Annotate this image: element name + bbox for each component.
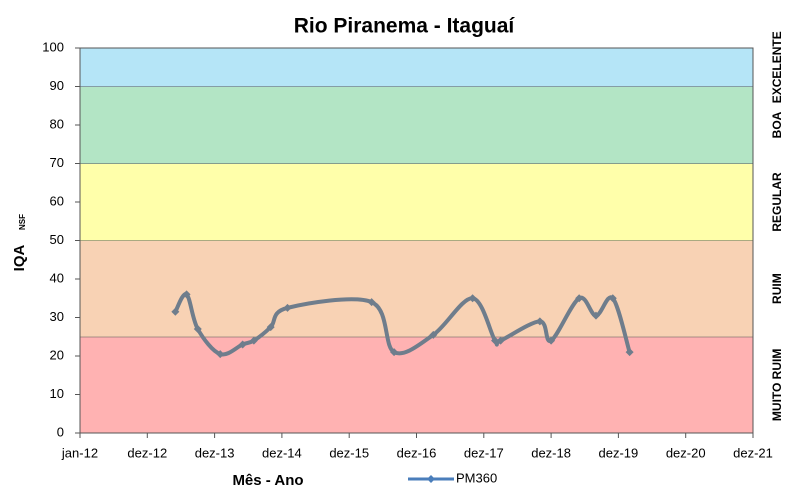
band: [80, 86, 753, 164]
legend-marker: [427, 475, 435, 483]
y-tick-label: 100: [42, 39, 64, 54]
y-tick-label: 0: [57, 424, 64, 439]
data-point: [216, 350, 225, 359]
x-tick-label: dez-13: [195, 445, 235, 460]
data-point: [491, 336, 500, 345]
x-tick-label: jan-12: [61, 445, 98, 460]
band: [80, 48, 753, 87]
x-tick-label: dez-15: [329, 445, 369, 460]
x-axis-label: Mês - Ano: [232, 472, 303, 489]
data-point: [238, 340, 247, 349]
data-point: [608, 294, 617, 303]
x-tick-label: dez-20: [666, 445, 706, 460]
data-point: [429, 330, 438, 339]
data-point: [575, 294, 584, 303]
x-tick-label: dez-19: [599, 445, 639, 460]
y-tick-label: 20: [50, 347, 64, 362]
x-tick-label: dez-12: [127, 445, 167, 460]
y-tick-label: 40: [50, 270, 64, 285]
data-point: [591, 311, 600, 320]
y-axis-label-group: IQA NSF: [11, 214, 28, 271]
band-label: RUIM: [770, 273, 784, 304]
data-point: [535, 317, 544, 326]
y-tick-label: 60: [50, 193, 64, 208]
data-point: [547, 336, 556, 345]
chart-title: Rio Piranema - Itaguaí: [294, 15, 516, 38]
x-tick-label: dez-17: [464, 445, 504, 460]
legend-label: PM360: [456, 470, 497, 485]
data-point: [468, 294, 477, 303]
x-tick-label: dez-18: [531, 445, 571, 460]
y-tick-label: 80: [50, 116, 64, 131]
y-axis-label-sub: NSF: [18, 214, 27, 230]
data-point: [171, 307, 180, 316]
data-point: [390, 348, 399, 357]
data-point: [249, 336, 258, 345]
x-tick-label: dez-14: [262, 445, 302, 460]
y-tick-label: 50: [50, 232, 64, 247]
band-label: MUITO RUIM: [770, 349, 784, 421]
y-axis-label: IQA: [11, 245, 28, 272]
x-tick-label: dez-16: [397, 445, 437, 460]
data-point: [283, 303, 292, 312]
data-point: [367, 298, 376, 307]
band-label: EXCELENTE: [770, 31, 784, 103]
data-point: [625, 348, 634, 357]
y-tick-label: 90: [50, 78, 64, 93]
y-tick-label: 30: [50, 309, 64, 324]
band: [80, 336, 753, 433]
band: [80, 163, 753, 241]
data-point: [266, 323, 275, 332]
band: [80, 240, 753, 337]
data-point: [193, 325, 202, 334]
y-tick-label: 10: [50, 386, 64, 401]
x-tick-label: dez-21: [733, 445, 773, 460]
band-label: REGULAR: [770, 172, 784, 232]
band-label: BOA: [770, 111, 784, 138]
y-tick-label: 70: [50, 155, 64, 170]
data-point: [182, 290, 191, 299]
data-point: [496, 336, 505, 345]
